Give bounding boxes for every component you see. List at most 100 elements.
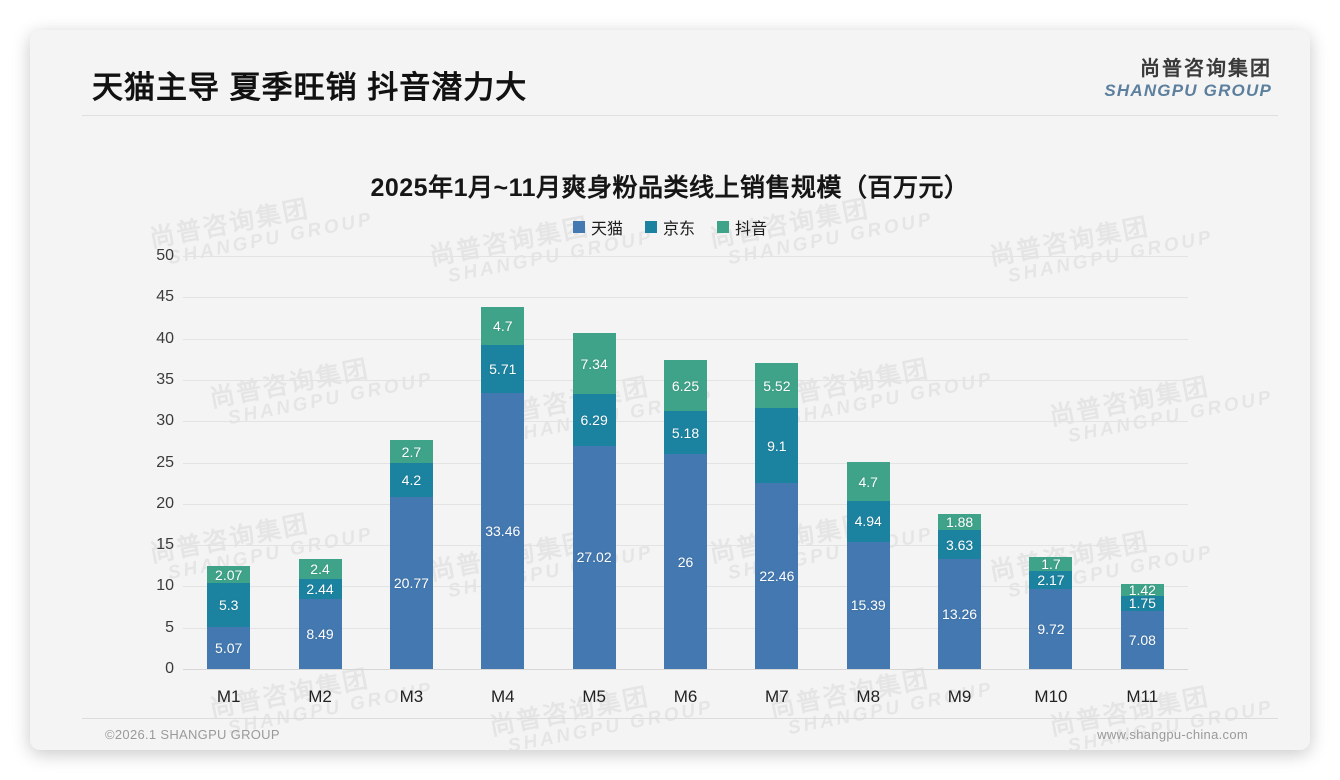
bar-value-label: 9.72 <box>1037 620 1065 637</box>
y-axis-tick-label: 0 <box>165 660 174 677</box>
bar-stack-M5[interactable]: 27.02 6.29 7.34 <box>572 333 616 669</box>
x-axis-tick-label: M11 <box>1126 687 1159 706</box>
bar-segment[interactable]: 27.02 <box>572 445 616 669</box>
bar-segment[interactable]: 5.71 <box>481 345 525 393</box>
footer-divider <box>82 718 1278 719</box>
bar-value-label: 22.46 <box>759 568 795 585</box>
bar-value-label: 5.18 <box>671 424 700 441</box>
x-axis-tick-label: M2 <box>308 687 332 706</box>
bar-value-label: 9.1 <box>767 437 787 454</box>
bar-segment[interactable]: 5.18 <box>664 411 707 455</box>
bar-value-label: 15.39 <box>850 597 886 614</box>
bar-value-label: 3.63 <box>945 536 974 553</box>
x-axis-tick-label: M5 <box>582 687 606 706</box>
bar-stack-M1[interactable]: 5.07 5.3 2.07 <box>207 566 251 669</box>
bar-segment[interactable]: 7.34 <box>572 333 616 394</box>
bar-value-label: 4.2 <box>401 472 422 489</box>
legend-item-2[interactable]: 京东 <box>644 215 695 239</box>
x-axis-tick-label: M10 <box>1034 687 1068 706</box>
bar-segment[interactable]: 1.7 <box>1029 555 1073 572</box>
bar-segment[interactable]: 3.63 <box>938 529 982 560</box>
bar-value-label: 26 <box>677 553 694 570</box>
bar-segment[interactable]: 2.4 <box>298 558 342 579</box>
bar-segment[interactable]: 1.42 <box>1120 582 1164 599</box>
bar-value-label: 4.94 <box>854 513 882 530</box>
bar-segment[interactable]: 2.07 <box>207 566 251 584</box>
bar-segment[interactable]: 33.46 <box>481 392 525 669</box>
gridline <box>183 256 1188 257</box>
bar-value-label: 33.46 <box>485 522 521 539</box>
bar-segment[interactable]: 5.3 <box>207 583 251 628</box>
bar-segment[interactable]: 13.26 <box>938 559 982 669</box>
bar-value-label: 13.26 <box>942 606 978 623</box>
bar-segment[interactable]: 8.49 <box>298 598 342 669</box>
logo-chinese-text: 尚普咨询集团 <box>1140 58 1272 80</box>
bar-segment[interactable]: 15.39 <box>846 541 890 669</box>
header-divider <box>82 115 1278 116</box>
x-axis-tick-label: M6 <box>673 687 698 706</box>
bar-value-label: 2.44 <box>306 580 334 597</box>
bar-value-label: 7.34 <box>580 355 608 372</box>
bar-segment[interactable]: 5.07 <box>207 627 251 669</box>
slide-header: 天猫主导 夏季旺销 抖音潜力大 尚普咨询集团 SHANGPU GROUP <box>30 30 1310 116</box>
bar-segment[interactable]: 1.75 <box>1120 595 1164 612</box>
legend-swatch-icon <box>717 221 729 233</box>
bar-segment[interactable]: 4.2 <box>389 462 433 498</box>
bar-segment[interactable]: 2.7 <box>389 440 433 463</box>
bar-segment[interactable]: 9.1 <box>755 408 799 484</box>
bar-value-label: 6.29 <box>580 411 608 428</box>
bar-stack-M6[interactable]: 26 5.18 6.25 <box>664 359 707 669</box>
bar-stack-M2[interactable]: 8.49 2.44 2.4 <box>298 558 342 669</box>
bar-segment[interactable]: 2.17 <box>1029 570 1073 589</box>
bar-stack-M9[interactable]: 13.26 3.63 1.88 <box>938 513 982 669</box>
legend-swatch-icon <box>644 221 657 233</box>
bar-value-label: 1.7 <box>1041 555 1061 572</box>
bar-value-label: 5.52 <box>763 377 791 394</box>
bar-segment[interactable]: 2.44 <box>298 578 342 599</box>
footer-copyright: ©2026.1 SHANGPU GROUP <box>105 727 280 742</box>
bar-segment[interactable]: 4.7 <box>846 462 890 502</box>
bar-segment[interactable]: 20.77 <box>389 497 433 669</box>
bar-stack-M10[interactable]: 9.72 2.17 1.7 <box>1029 555 1073 669</box>
company-logo: 尚普咨询集团 SHANGPU GROUP <box>1104 58 1272 101</box>
y-axis-tick-label: 35 <box>156 370 174 388</box>
x-axis-tick-label: M4 <box>490 687 515 706</box>
bar-stack-M11[interactable]: 7.08 1.75 1.42 <box>1120 582 1164 669</box>
bar-value-label: 1.75 <box>1128 595 1156 612</box>
bar-value-label: 2.4 <box>310 560 330 577</box>
y-axis-tick-label: 40 <box>156 329 174 347</box>
legend-item-1[interactable]: 天猫 <box>572 215 623 239</box>
bar-segment[interactable]: 9.72 <box>1029 588 1073 669</box>
y-axis-tick-label: 50 <box>156 247 174 264</box>
bar-segment[interactable]: 1.88 <box>938 513 982 530</box>
bar-segment[interactable]: 6.25 <box>664 359 707 412</box>
footer-website[interactable]: www.shangpu-china.com <box>1097 727 1248 742</box>
x-axis-tick-label: M8 <box>856 687 881 706</box>
y-axis-tick-label: 25 <box>156 453 174 471</box>
logo-english-text: SHANGPU GROUP <box>1104 81 1272 100</box>
bar-segment[interactable]: 4.94 <box>846 501 890 542</box>
bar-segment[interactable]: 6.29 <box>572 393 616 446</box>
legend-item-3[interactable]: 抖音 <box>717 215 767 239</box>
bar-value-label: 5.3 <box>218 597 239 614</box>
bar-segment[interactable]: 22.46 <box>755 483 799 669</box>
bar-segment[interactable]: 5.52 <box>755 362 799 409</box>
legend-swatch-icon <box>572 221 585 233</box>
bar-value-label: 7.08 <box>1128 631 1156 648</box>
bar-segment[interactable]: 7.08 <box>1120 610 1164 669</box>
legend-label: 抖音 <box>735 221 768 238</box>
bar-segment[interactable]: 26 <box>664 454 707 669</box>
bar-stack-M8[interactable]: 15.39 4.94 4.7 <box>846 462 890 669</box>
bar-value-label: 2.07 <box>215 566 243 583</box>
bar-value-label: 2.17 <box>1037 571 1065 588</box>
bar-value-label: 1.88 <box>945 513 974 530</box>
y-axis-tick-label: 45 <box>156 288 174 306</box>
gridline <box>183 338 1188 340</box>
bar-stack-M7[interactable]: 22.46 9.1 5.52 <box>755 362 799 669</box>
legend-label: 天猫 <box>590 221 623 238</box>
bar-value-label: 1.42 <box>1128 582 1156 599</box>
bar-segment[interactable]: 4.7 <box>481 306 525 346</box>
y-axis-tick-label: 15 <box>156 536 174 554</box>
bar-stack-M3[interactable]: 20.77 4.2 2.7 <box>389 440 433 669</box>
bar-stack-M4[interactable]: 33.46 5.71 4.7 <box>481 306 525 669</box>
